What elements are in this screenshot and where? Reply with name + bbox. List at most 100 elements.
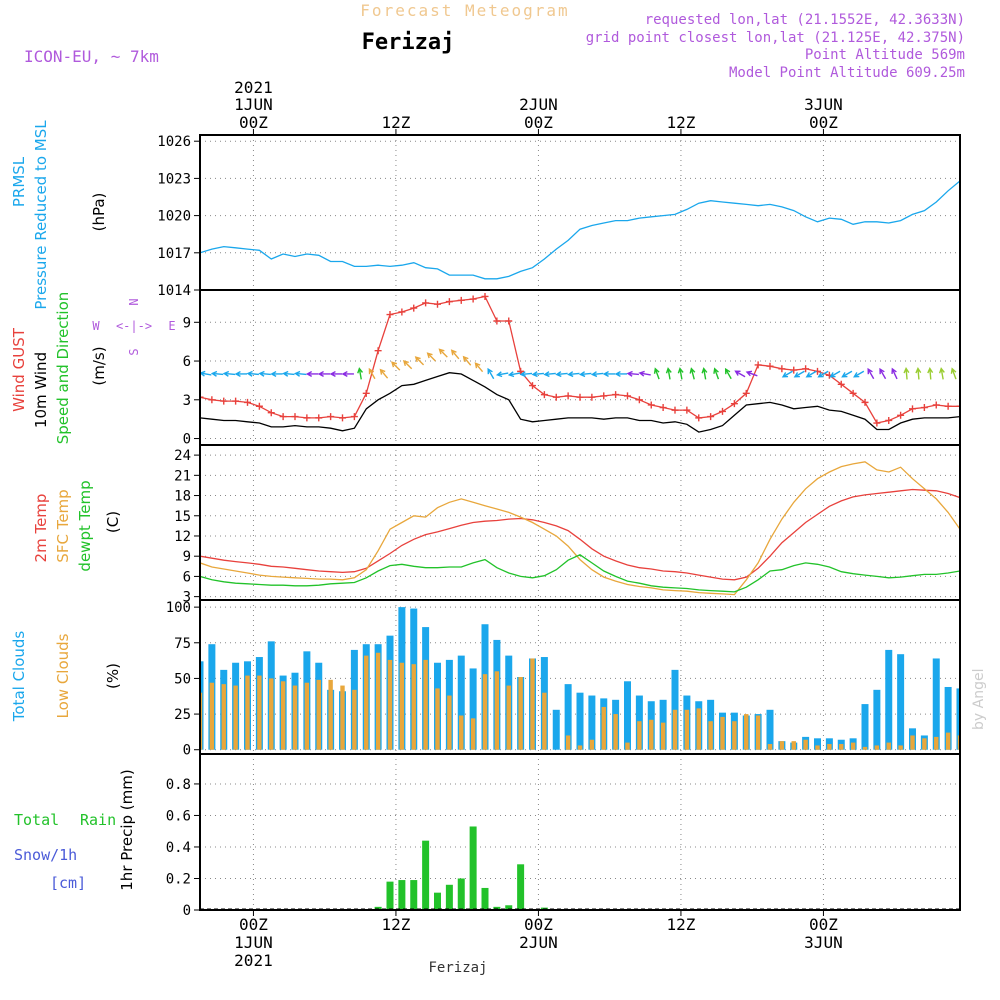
y-tick-label: 0.6 — [166, 808, 191, 824]
low-cloud-bar — [720, 716, 725, 750]
wind-direction-arrow — [734, 370, 746, 378]
wind-direction-arrow — [543, 371, 556, 378]
point-altitude: Point Altitude 569m — [805, 47, 965, 63]
total-cloud-bar — [956, 688, 960, 750]
gust-marker — [671, 406, 679, 414]
compass-arrow: <-|-> — [116, 319, 152, 333]
wind-direction-arrow — [368, 367, 376, 380]
gust-marker — [208, 396, 216, 404]
low-cloud-bar — [375, 652, 381, 750]
wind-direction-arrow — [653, 367, 660, 380]
rain-bar — [422, 840, 430, 910]
gust-marker — [992, 407, 999, 414]
low-cloud-bar — [399, 662, 405, 750]
low-cloud-bar — [791, 741, 796, 750]
chart-title: Forecast Meteogram — [360, 1, 569, 20]
total-cloud-bar — [932, 658, 940, 750]
y-tick-label: 6 — [183, 354, 191, 370]
low-clouds-label: Low Clouds — [54, 633, 72, 718]
low-cloud-bar — [506, 685, 511, 750]
gust-marker — [398, 308, 406, 316]
wind-direction-arrow — [974, 370, 982, 378]
low-cloud-bar — [839, 744, 844, 750]
gust-marker — [932, 401, 940, 409]
gust-marker — [920, 404, 928, 412]
wind-direction-arrow — [555, 371, 568, 378]
wind-direction-arrow — [450, 349, 460, 360]
temp-dew-label: dewpt Temp — [76, 480, 94, 571]
low-cloud-bar — [910, 735, 915, 750]
pressure-label-msl: Pressure Reduced to MSL — [32, 120, 50, 310]
gust-marker — [232, 397, 240, 405]
gust-marker — [540, 391, 548, 399]
low-cloud-bar — [221, 684, 226, 750]
low-cloud-bar — [364, 655, 369, 750]
wind-direction-arrow — [329, 370, 343, 377]
low-cloud-bar — [269, 678, 274, 750]
y-tick-label: 15 — [174, 509, 191, 525]
low-cloud-bar — [328, 679, 333, 750]
wind-direction-arrow — [927, 367, 934, 380]
low-cloud-bar — [982, 730, 986, 750]
low-cloud-bar — [387, 659, 393, 750]
wind-direction-arrow — [567, 371, 580, 378]
low-cloud-bar — [292, 685, 298, 750]
low-cloud-bar — [850, 742, 856, 750]
y-tick-label: 1020 — [157, 209, 191, 225]
total-cloud-bar — [552, 709, 560, 750]
low-cloud-bar — [257, 675, 262, 750]
pressure-unit-label: (hPa) — [90, 193, 108, 232]
temp-sfc-label: SFC Temp — [54, 489, 72, 562]
gust-marker — [469, 295, 477, 303]
wind-direction-arrow — [341, 370, 354, 377]
rain-bar — [398, 880, 406, 910]
wind-direction-arrow — [713, 367, 720, 380]
y-tick-label: 0.4 — [166, 840, 191, 856]
total-cloud-bar — [671, 669, 679, 750]
gust-marker — [730, 400, 738, 408]
low-cloud-bar — [245, 675, 250, 750]
wind-direction-arrow — [829, 370, 841, 378]
series-line-sfc-temp — [200, 461, 960, 596]
low-cloud-bar — [601, 706, 606, 750]
low-cloud-bar — [922, 738, 927, 750]
wind-direction-arrow — [745, 370, 758, 377]
gust-marker — [445, 298, 453, 306]
temp-2m-label: 2m Temp — [32, 494, 50, 563]
gust-marker — [552, 393, 560, 401]
total-cloud-bar — [944, 686, 952, 750]
plot-area — [200, 607, 986, 750]
bottom-date-label: 1JUN — [234, 933, 273, 952]
compass-north: N — [127, 298, 141, 305]
low-cloud-bar — [970, 733, 974, 750]
y-tick-label: 1026 — [157, 134, 191, 150]
y-tick-label: 50 — [174, 671, 191, 687]
low-cloud-bar — [589, 739, 595, 750]
wind-unit-label: (m/s) — [90, 346, 108, 385]
wind-direction-arrow — [438, 348, 448, 358]
gust-marker — [719, 407, 726, 415]
panel-2: 3 6 9 12 15 18 21 24 — [174, 444, 961, 606]
gust-marker — [267, 409, 275, 417]
low-cloud-bar — [494, 671, 500, 750]
plot-area — [200, 180, 960, 280]
top-date-label: 1JUN — [234, 95, 273, 114]
wind-direction-arrow — [805, 370, 817, 378]
bottom-hour-label: 12Z — [381, 915, 410, 934]
wind-direction-arrow — [879, 367, 887, 380]
gust-marker — [766, 362, 774, 370]
gust-marker — [457, 296, 465, 304]
series-line-10m-wind — [200, 372, 960, 433]
total-cloud-bar — [469, 668, 477, 750]
low-cloud-bar — [209, 682, 215, 750]
gust-marker — [434, 300, 441, 308]
total-cloud-bar — [588, 695, 596, 750]
gust-marker — [956, 402, 960, 410]
gust-marker — [327, 413, 335, 421]
wind-direction-arrow — [462, 355, 472, 366]
wind-direction-arrow — [317, 370, 331, 377]
low-cloud-bar — [280, 681, 286, 750]
wind-direction-arrow — [200, 370, 212, 377]
wind-direction-arrow — [379, 368, 389, 379]
gust-marker — [683, 406, 691, 414]
